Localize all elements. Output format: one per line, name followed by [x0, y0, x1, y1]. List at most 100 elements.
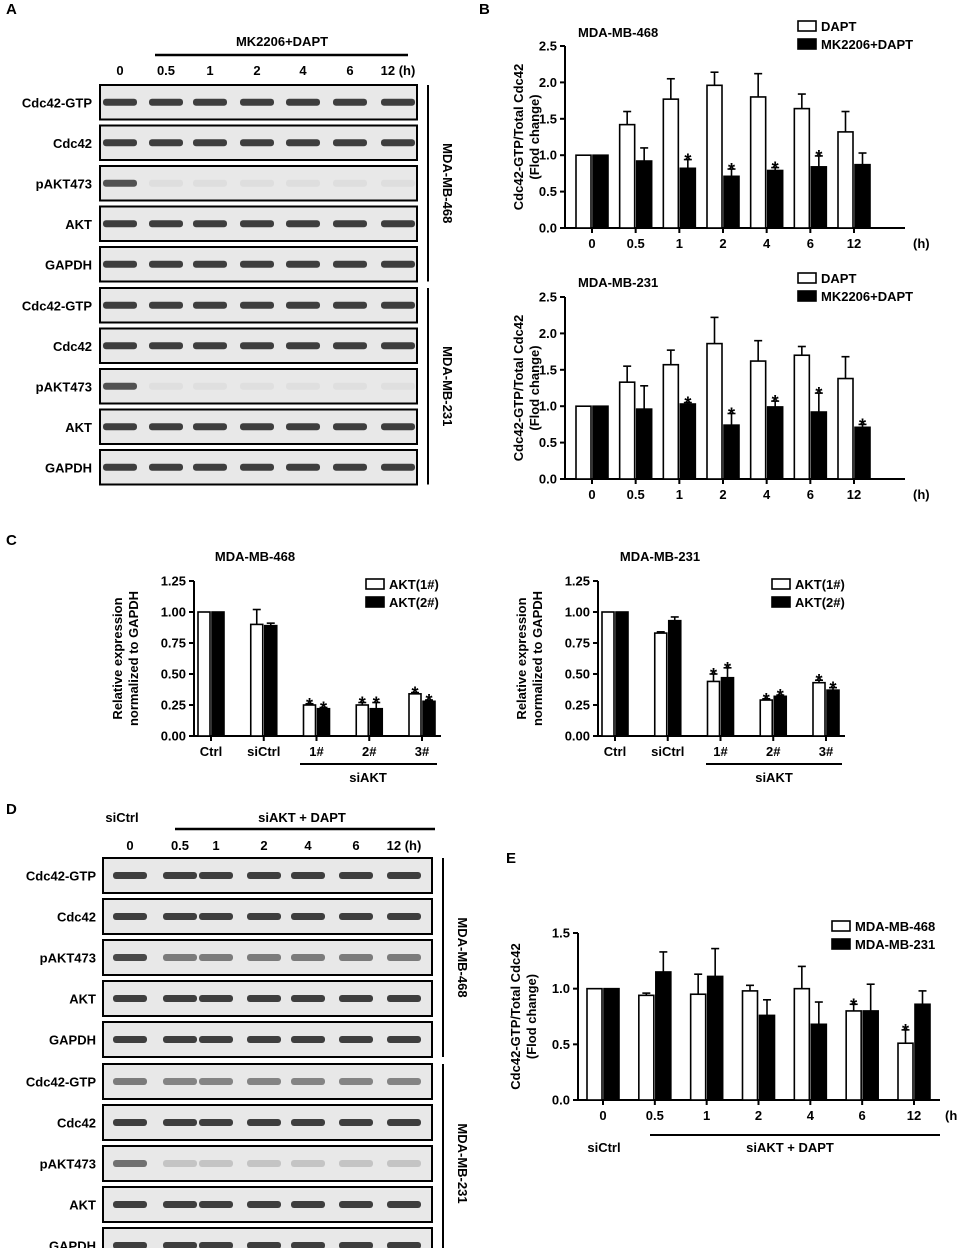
blot-band — [291, 954, 325, 961]
blot-band — [199, 1036, 233, 1043]
y-tick-label: 2.0 — [539, 75, 557, 90]
bar-mk2206-dapt — [723, 175, 740, 229]
bar-mk2206-dapt — [766, 406, 784, 480]
y-axis-label: Relative expression — [110, 597, 125, 719]
blot-band — [163, 1160, 197, 1167]
blot-band — [333, 139, 367, 147]
blot-strip — [99, 165, 418, 202]
blot-row-label: Cdc42 — [57, 910, 96, 925]
lane-label: 1 — [212, 838, 219, 853]
cell-line-label: MDA-MB-468 — [455, 917, 470, 997]
x-tick-label: 2# — [766, 744, 781, 759]
lane-label: 0.5 — [157, 63, 175, 78]
bar-mda-mb-231 — [862, 1010, 879, 1101]
legend-swatch-mk2206-dapt — [797, 38, 817, 50]
blot-row-label: GAPDH — [49, 1239, 96, 1248]
legend-label: AKT(2#) — [795, 595, 845, 610]
chart-b-mda-mb-468: MDA-MB-468 0.0 0.5 1.0 1.5 2.0 2.5 Cdc42-GTP/To… — [511, 19, 930, 251]
panel-letter-b: B — [479, 1, 490, 18]
blot-band — [240, 139, 274, 147]
significance-star: * — [777, 686, 784, 706]
blot-band — [199, 1201, 233, 1208]
bar-mk2206-dapt — [635, 160, 653, 229]
bar-dapt — [793, 107, 811, 229]
bar-akt-1 — [653, 632, 668, 737]
blot-band — [163, 913, 197, 920]
bar-mk2206-dapt — [679, 403, 697, 480]
bar-mda-mb-468 — [845, 1010, 862, 1101]
blot-band — [113, 872, 147, 879]
bar-akt-1 — [355, 704, 370, 737]
x-tick-label: 3# — [819, 744, 834, 759]
legend-label: MDA-MB-231 — [855, 937, 935, 952]
blot-row-label: Cdc42-GTP — [26, 869, 96, 884]
blot-band — [286, 423, 320, 431]
blot-band — [199, 1078, 233, 1085]
significance-star: * — [850, 995, 857, 1015]
blot-band — [381, 220, 415, 228]
blot-band — [387, 1201, 421, 1208]
x-tick-label: 2 — [719, 236, 726, 251]
blot-row-label: GAPDH — [45, 460, 92, 475]
blot-band — [113, 1119, 147, 1126]
bar-dapt — [662, 363, 680, 480]
chart-title: MDA-MB-468 — [215, 549, 295, 564]
legend-label: AKT(2#) — [389, 595, 439, 610]
blot-band — [339, 1078, 373, 1085]
bar-akt-2 — [720, 676, 735, 737]
bar-mda-mb-231 — [603, 987, 620, 1101]
blot-band — [286, 301, 320, 309]
bar-mk2206-dapt — [592, 154, 609, 229]
blot-band — [103, 220, 137, 228]
blot-band — [103, 98, 137, 106]
lane-label: 12 (h) — [381, 63, 416, 78]
e-control-label: siCtrl — [587, 1140, 620, 1155]
blot-band — [113, 1078, 147, 1085]
bar-dapt — [575, 154, 592, 229]
blot-band — [286, 260, 320, 268]
significance-star: * — [411, 684, 418, 704]
bar-akt-2 — [667, 619, 682, 737]
blot-band — [291, 1160, 325, 1167]
blot-band — [163, 1036, 197, 1043]
chart-c-mda-mb-231: MDA-MB-231 0.00 0.25 0.50 0.75 1.00 1.25 Relati… — [514, 549, 845, 759]
blot-band — [240, 423, 274, 431]
lane-label: 0 — [126, 838, 133, 853]
blot-band — [333, 382, 367, 390]
blot-band — [339, 1242, 373, 1248]
western-blot-a: 0 0.5 1 2 4 6 12 (h) Cdc42-GTP Cdc42 pAKT473 AKT GA… — [22, 63, 455, 486]
chart-title: MDA-MB-231 — [620, 549, 700, 564]
siakt-group-label-left: siAKT — [349, 770, 387, 785]
legend-swatch-mda-mb-231 — [831, 938, 851, 950]
bar-mda-mb-468 — [741, 990, 759, 1101]
blot-band — [339, 1036, 373, 1043]
blot-band — [381, 98, 415, 106]
blot-band — [339, 1160, 373, 1167]
bar-akt-1 — [601, 611, 615, 737]
blot-band — [149, 98, 183, 106]
blot-band — [193, 382, 227, 390]
chart-title: MDA-MB-231 — [578, 275, 658, 290]
y-tick-label: 1.0 — [552, 981, 570, 996]
bar-akt-1 — [302, 704, 317, 737]
blot-band — [291, 1242, 325, 1248]
significance-star: * — [425, 691, 432, 711]
blot-band — [199, 1242, 233, 1248]
blot-band — [103, 423, 137, 431]
x-tick-label: 2# — [362, 744, 377, 759]
blot-band — [339, 913, 373, 920]
blot-band — [240, 382, 274, 390]
x-tick-label: 1# — [309, 744, 324, 759]
cell-line-label: MDA-MB-468 — [440, 143, 455, 223]
blot-band — [149, 179, 183, 187]
bar-mda-mb-231 — [706, 975, 724, 1101]
blot-band — [113, 1036, 147, 1043]
significance-star: * — [772, 392, 779, 412]
blot-band — [199, 1160, 233, 1167]
x-tick-label: 1 — [676, 236, 683, 251]
bar-dapt — [749, 360, 767, 480]
blot-band — [163, 1078, 197, 1085]
bar-dapt — [837, 131, 854, 229]
blot-band — [387, 995, 421, 1002]
blot-band — [113, 1160, 147, 1167]
